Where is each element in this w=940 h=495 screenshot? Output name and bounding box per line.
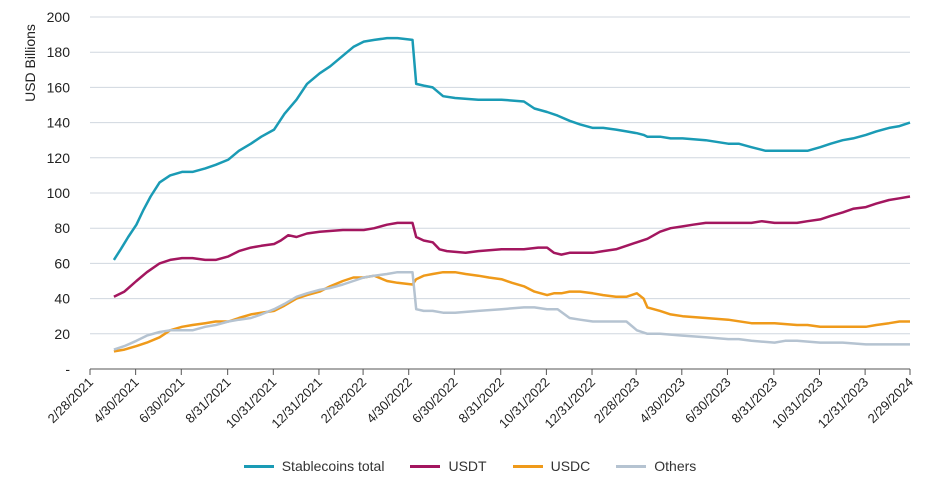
series-line-others <box>113 270 910 351</box>
y-tick-label: 20 <box>54 326 70 342</box>
x-tick-label: 6/30/2023 <box>682 375 734 427</box>
legend-item: Others <box>616 458 696 474</box>
y-tick-label: 160 <box>47 79 71 95</box>
chart-legend: Stablecoins total USDT USDC Others <box>0 458 940 474</box>
y-tick-label: 60 <box>54 255 70 271</box>
legend-item: Stablecoins total <box>243 458 385 474</box>
x-tick-label: 4/30/2023 <box>636 375 688 427</box>
y-tick-label: 180 <box>47 44 71 60</box>
legend-item: USDC <box>512 458 591 474</box>
y-tick-label: 80 <box>54 220 70 236</box>
legend-label: USDT <box>448 458 487 474</box>
legend-swatch <box>512 464 543 468</box>
y-tick-label: 40 <box>54 291 70 307</box>
x-axis-ticks: 2/28/20214/30/20216/30/20218/31/202110/3… <box>45 369 917 431</box>
y-tick-label: - <box>65 361 70 377</box>
legend-label: Others <box>654 458 697 474</box>
legend-swatch <box>243 464 274 468</box>
y-tick-label: 100 <box>47 185 71 201</box>
y-axis-ticks: - 20 40 60 80 100 120 140 160 180 200 <box>47 9 71 377</box>
legend-label: USDC <box>550 458 591 474</box>
y-tick-label: 200 <box>47 9 71 25</box>
x-tick-label: 2/28/2022 <box>318 375 370 427</box>
y-axis-label: USD Billions <box>22 24 38 102</box>
legend-label: Stablecoins total <box>281 458 385 474</box>
series-line-usdt <box>113 195 911 298</box>
x-tick-label: 4/30/2022 <box>363 375 415 427</box>
x-tick-label: 6/30/2022 <box>409 375 461 427</box>
series-lines <box>112 36 911 353</box>
x-tick-label: 4/30/2021 <box>90 375 142 427</box>
series-line-usdc <box>113 270 910 353</box>
legend-swatch <box>616 464 647 468</box>
x-tick-label: 2/29/2024 <box>865 375 917 427</box>
gridlines <box>90 16 910 370</box>
legend-swatch <box>410 464 441 468</box>
series-line-stablecoins-total <box>112 36 911 261</box>
x-tick-label: 6/30/2021 <box>136 375 188 427</box>
y-tick-label: 140 <box>47 115 71 131</box>
x-tick-label: 2/28/2023 <box>591 375 643 427</box>
x-tick-label: 2/28/2021 <box>45 375 97 427</box>
legend-item: USDT <box>410 458 487 474</box>
y-tick-label: 120 <box>47 150 71 166</box>
